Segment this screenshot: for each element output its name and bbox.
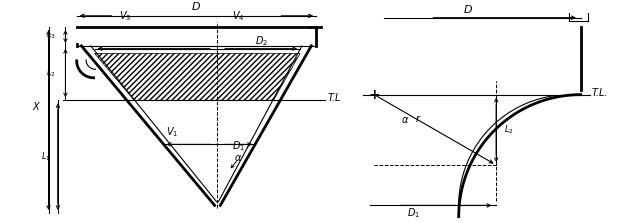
Text: $\alpha$: $\alpha$ — [401, 115, 409, 125]
Text: $\alpha$: $\alpha$ — [234, 153, 243, 163]
Text: $D_2$: $D_2$ — [255, 34, 268, 48]
Text: $V_1$: $V_1$ — [166, 125, 178, 139]
Text: $D$: $D$ — [463, 3, 473, 15]
Polygon shape — [95, 53, 300, 100]
Text: $r$: $r$ — [414, 113, 421, 124]
Text: $L_2$: $L_2$ — [46, 67, 56, 79]
Text: $V_3$: $V_3$ — [119, 10, 132, 23]
Text: $D_1$: $D_1$ — [231, 139, 245, 153]
Text: $V_4$: $V_4$ — [231, 10, 244, 23]
Text: $X$: $X$ — [32, 100, 41, 112]
Text: T.L.: T.L. — [592, 88, 608, 98]
Text: +: + — [369, 88, 380, 102]
Text: $D_1$: $D_1$ — [407, 207, 420, 221]
Text: $D$: $D$ — [191, 0, 201, 12]
Text: $L_3$: $L_3$ — [46, 28, 56, 41]
Text: T.L: T.L — [327, 93, 340, 103]
Text: $L_1$: $L_1$ — [41, 150, 50, 163]
Text: $L_2$: $L_2$ — [503, 124, 514, 136]
